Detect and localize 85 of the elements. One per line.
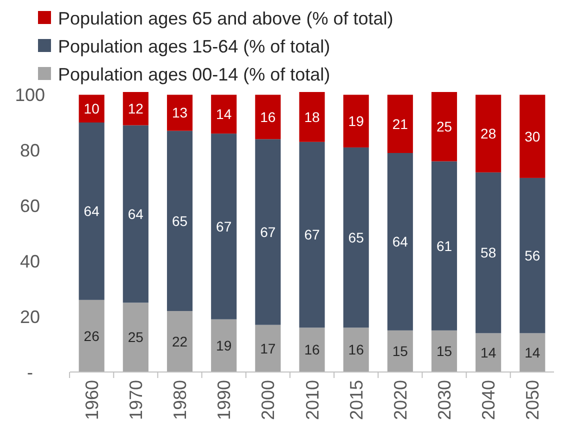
data-label: 58 [480, 244, 496, 261]
bar [476, 333, 502, 372]
bar [211, 319, 237, 372]
bar [78, 300, 104, 372]
bar [122, 92, 148, 126]
bar [255, 139, 281, 325]
data-label: 12 [128, 100, 144, 117]
data-label: 17 [260, 340, 276, 356]
data-label: 21 [392, 116, 408, 132]
bar [299, 328, 325, 372]
x-tick-label: 1990 [214, 380, 234, 420]
bar [431, 161, 458, 330]
x-tick-label: 2050 [522, 380, 543, 420]
y-tick-label: 40 [20, 251, 40, 272]
data-label: 28 [480, 125, 496, 142]
data-label: 25 [128, 329, 144, 346]
data-label: 19 [216, 338, 232, 354]
data-label: 14 [480, 344, 496, 360]
data-label: 16 [304, 342, 320, 358]
bar [431, 92, 458, 162]
data-label: 13 [172, 104, 188, 121]
data-label: 16 [348, 342, 364, 358]
data-label: 15 [392, 343, 408, 360]
bar [343, 328, 369, 372]
bar [520, 94, 546, 178]
bar [122, 125, 148, 303]
x-tick-label: 1960 [82, 380, 102, 420]
bar [166, 94, 193, 131]
x-tick-label: 1970 [126, 380, 146, 420]
bar [343, 94, 369, 148]
bar [255, 94, 281, 140]
bar [476, 172, 502, 334]
x-tick-label: 2040 [478, 380, 499, 420]
legend-label: Population ages 15-64 (% of total) [58, 36, 330, 56]
data-label: 56 [524, 247, 540, 264]
y-tick-label: - [27, 362, 33, 382]
bar [520, 333, 546, 372]
y-tick-label: 80 [20, 140, 40, 161]
data-label: 65 [172, 212, 188, 229]
x-tick-label: 2020 [390, 380, 410, 420]
y-tick-label: 20 [20, 306, 40, 327]
bar [520, 178, 546, 334]
data-label: 22 [172, 333, 188, 350]
bar [387, 152, 413, 330]
data-label: 14 [524, 344, 540, 360]
bar [255, 324, 281, 372]
data-label: 16 [260, 108, 276, 125]
bar [387, 330, 413, 372]
bar [78, 122, 104, 300]
bar [211, 94, 237, 134]
legend-label: Population ages 65 and above (% of total) [58, 8, 394, 28]
bar [166, 130, 193, 312]
data-label: 18 [304, 108, 320, 125]
data-label: 64 [84, 203, 100, 220]
data-label: 65 [348, 229, 364, 246]
bar [476, 94, 502, 172]
x-tick-label: 2010 [302, 380, 322, 420]
bar [343, 147, 369, 328]
data-label: 30 [524, 128, 540, 144]
bar [166, 311, 193, 372]
data-label: 15 [436, 343, 452, 360]
bar [387, 94, 413, 153]
data-label: 61 [436, 238, 452, 254]
y-tick-label: 60 [20, 196, 40, 216]
legend-label: Population ages 00-14 (% of total) [58, 64, 330, 84]
data-label: 26 [84, 328, 100, 344]
x-tick-label: 2000 [258, 380, 278, 420]
data-label: 67 [260, 224, 276, 240]
data-label: 25 [436, 118, 452, 135]
bar [122, 302, 148, 372]
data-label: 19 [348, 113, 364, 130]
data-label: 64 [128, 206, 144, 222]
bar [211, 134, 237, 320]
x-tick-label: 2015 [346, 380, 366, 420]
data-label: 67 [304, 226, 320, 243]
x-tick-label: 2030 [434, 380, 455, 420]
data-label: 67 [216, 218, 232, 234]
data-label: 14 [216, 106, 232, 122]
bar [299, 92, 325, 142]
x-tick-label: 1980 [170, 380, 190, 420]
bar [431, 330, 458, 372]
data-label: 64 [392, 234, 408, 250]
data-label: 10 [84, 100, 100, 117]
y-tick-label: 100 [14, 85, 46, 106]
bar [299, 142, 325, 328]
